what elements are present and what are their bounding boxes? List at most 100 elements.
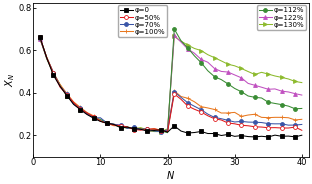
φ=122%: [219, 70, 223, 72]
φ=50%: [58, 86, 62, 88]
φ=100%: [246, 114, 250, 116]
φ=130%: [280, 76, 284, 79]
φ=50%: [152, 128, 156, 130]
φ=100%: [280, 116, 284, 118]
φ=100%: [159, 129, 163, 131]
φ=112%: [293, 108, 297, 110]
φ=70%: [132, 126, 136, 128]
φ=70%: [280, 123, 284, 125]
φ=100%: [179, 95, 183, 98]
φ=50%: [166, 130, 169, 133]
φ=122%: [51, 72, 55, 74]
φ=130%: [65, 95, 69, 97]
Line: φ=100%: φ=100%: [38, 37, 304, 133]
φ=100%: [173, 90, 176, 92]
φ=112%: [186, 47, 190, 49]
φ=0: [186, 132, 190, 134]
φ=0: [65, 94, 69, 97]
φ=50%: [240, 124, 243, 126]
φ=0: [206, 132, 210, 135]
φ=100%: [99, 120, 102, 122]
φ=130%: [286, 78, 290, 80]
φ=50%: [213, 118, 217, 120]
φ=122%: [260, 86, 263, 88]
φ=130%: [132, 128, 136, 130]
φ=130%: [119, 126, 122, 128]
φ=70%: [139, 128, 143, 130]
φ=0: [219, 134, 223, 137]
φ=0: [213, 132, 217, 135]
Line: φ=50%: φ=50%: [38, 35, 304, 134]
φ=70%: [246, 121, 250, 123]
φ=130%: [219, 60, 223, 62]
φ=70%: [72, 102, 76, 105]
φ=122%: [286, 91, 290, 93]
φ=0: [193, 131, 196, 134]
φ=50%: [173, 93, 176, 95]
φ=0: [199, 130, 203, 132]
Line: φ=122%: φ=122%: [38, 33, 304, 133]
φ=70%: [293, 124, 297, 126]
φ=70%: [85, 112, 89, 114]
φ=50%: [206, 115, 210, 117]
φ=112%: [166, 132, 169, 134]
φ=112%: [253, 96, 257, 98]
φ=70%: [166, 129, 169, 131]
φ=122%: [246, 82, 250, 84]
φ=0: [266, 136, 270, 138]
φ=100%: [119, 125, 122, 127]
φ=0: [166, 131, 169, 133]
φ=112%: [132, 128, 136, 130]
φ=100%: [253, 113, 257, 115]
φ=122%: [92, 116, 95, 118]
φ=122%: [193, 52, 196, 54]
φ=100%: [45, 56, 49, 58]
φ=112%: [179, 40, 183, 42]
φ=122%: [58, 84, 62, 86]
φ=130%: [199, 49, 203, 52]
φ=100%: [92, 115, 95, 117]
φ=50%: [219, 119, 223, 121]
φ=122%: [159, 129, 163, 131]
X-axis label: $N$: $N$: [166, 169, 175, 181]
φ=50%: [186, 105, 190, 107]
φ=130%: [186, 44, 190, 46]
φ=0: [92, 117, 95, 119]
φ=130%: [246, 70, 250, 73]
φ=130%: [105, 122, 109, 124]
φ=100%: [300, 118, 304, 121]
φ=70%: [78, 107, 82, 109]
φ=122%: [105, 122, 109, 124]
φ=50%: [286, 127, 290, 129]
Legend: φ=112%, φ=122%, φ=130%: φ=112%, φ=122%, φ=130%: [257, 5, 306, 30]
φ=100%: [125, 127, 129, 129]
Line: φ=70%: φ=70%: [38, 36, 304, 134]
φ=122%: [119, 125, 122, 127]
φ=122%: [300, 94, 304, 96]
φ=100%: [65, 92, 69, 95]
φ=0: [139, 128, 143, 130]
φ=50%: [266, 127, 270, 129]
φ=100%: [226, 112, 230, 114]
φ=112%: [78, 109, 82, 111]
φ=0: [85, 113, 89, 116]
Line: φ=112%: φ=112%: [38, 27, 304, 135]
φ=50%: [273, 127, 277, 129]
φ=0: [253, 136, 257, 138]
φ=50%: [226, 122, 230, 124]
φ=70%: [51, 72, 55, 74]
φ=100%: [105, 122, 109, 124]
φ=112%: [58, 84, 62, 86]
φ=0: [152, 129, 156, 132]
φ=70%: [266, 123, 270, 125]
φ=122%: [253, 84, 257, 86]
φ=70%: [226, 119, 230, 121]
φ=130%: [193, 47, 196, 49]
φ=112%: [145, 128, 149, 130]
φ=100%: [85, 112, 89, 114]
φ=100%: [260, 116, 263, 118]
φ=0: [233, 135, 236, 137]
φ=70%: [45, 57, 49, 59]
φ=70%: [300, 123, 304, 125]
φ=70%: [193, 105, 196, 107]
